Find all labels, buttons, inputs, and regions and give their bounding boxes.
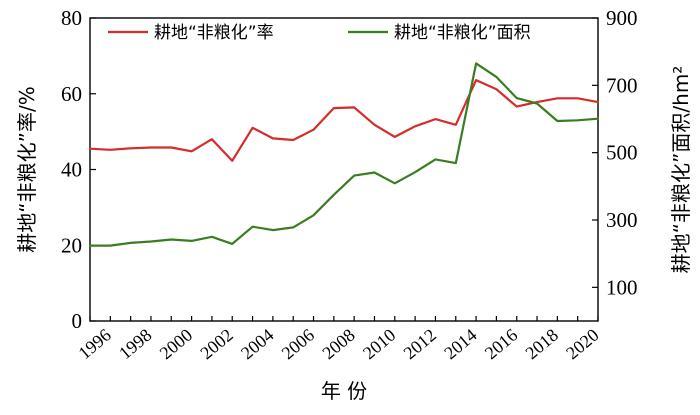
x-tick-label: 2008 (318, 325, 358, 363)
y-axis-right-title: 耕地“非粮化”面积/hm² (669, 66, 693, 274)
legend-label: 耕地“非粮化”面积 (394, 23, 531, 43)
legend-label: 耕地“非粮化”率 (154, 23, 274, 43)
y-left-tick-label: 20 (61, 233, 82, 257)
y-left-tick-label: 40 (61, 158, 82, 182)
rate-series-line (88, 78, 600, 162)
y-right-tick-label: 700 (606, 73, 638, 97)
x-tick-label: 2020 (562, 325, 602, 363)
x-tick-label: 2006 (278, 325, 318, 363)
series-layer (88, 62, 600, 247)
x-tick-label: 2014 (440, 325, 480, 363)
x-tick-label: 2018 (521, 325, 561, 363)
left-y-axis: 0 20 40 60 80 (61, 6, 96, 333)
x-tick-label: 2004 (237, 325, 277, 363)
y-right-tick-label: 900 (606, 6, 638, 30)
area-series-line (88, 62, 600, 247)
x-axis: 1996 1998 2000 2002 2004 2006 2008 2010 2012 2014… (74, 316, 603, 363)
x-axis-title: 年 份 (321, 379, 367, 403)
plot-frame (89, 17, 599, 322)
right-y-axis: 100 300 500 700 900 (592, 6, 638, 299)
y-right-tick-label: 300 (606, 208, 638, 232)
y-left-tick-label: 60 (61, 82, 82, 106)
x-tick-label: 2012 (400, 325, 440, 363)
plot-border (89, 17, 599, 322)
y-left-tick-label: 80 (61, 6, 82, 30)
y-right-tick-label: 500 (606, 141, 638, 165)
y-axis-left-title: 耕地“非粮化”率/% (15, 86, 39, 252)
x-tick-label: 2000 (156, 325, 196, 363)
x-tick-label: 2002 (196, 325, 236, 363)
x-tick-label: 2016 (481, 325, 521, 363)
y-left-tick-label: 0 (72, 309, 83, 333)
x-tick-label: 2010 (359, 325, 399, 363)
x-tick-label: 1998 (115, 325, 155, 363)
legend: 耕地“非粮化”率 耕地“非粮化”面积 (108, 23, 531, 43)
y-right-tick-label: 100 (606, 275, 638, 299)
